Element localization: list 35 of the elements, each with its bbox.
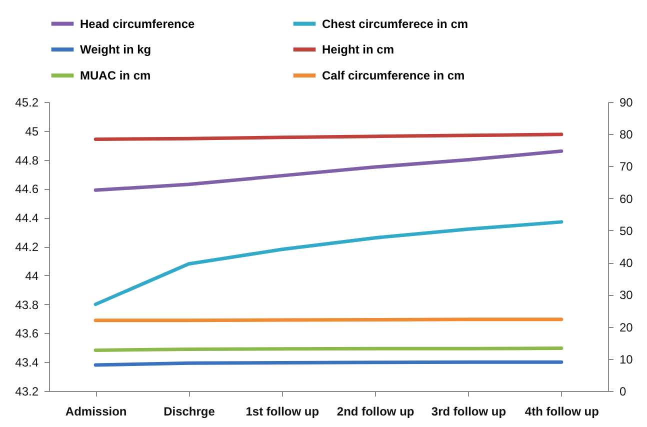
line-series	[94, 149, 564, 192]
legend-label: Weight in kg	[80, 42, 152, 56]
legend-label: MUAC in cm	[80, 68, 151, 82]
y2-tick-label: 0	[620, 384, 626, 398]
y-tick-label: 43.6	[15, 326, 39, 341]
x-tick-label: 2nd follow up	[336, 404, 414, 418]
line-series	[94, 220, 564, 306]
legend-label: Calf circumference in cm	[322, 68, 465, 82]
y2-tick-label: 10	[620, 352, 634, 366]
y-tick-label: 45	[25, 124, 39, 138]
legend-label: Chest circumferece in cm	[322, 16, 468, 31]
y2-tick-label: 20	[620, 320, 634, 334]
legend-label: Head circumference	[80, 16, 196, 31]
x-tick-label: 4th follow up	[524, 404, 599, 418]
y-tick-label: 43.4	[15, 356, 39, 370]
y-tick-label: 43.8	[15, 298, 39, 312]
y-tick-label: 44.8	[15, 153, 39, 168]
y-tick-label: 44.6	[15, 182, 39, 196]
x-tick-label: 1st follow up	[246, 404, 320, 418]
y-tick-label: 44	[25, 268, 39, 283]
y-tick-label: 45.2	[15, 96, 39, 110]
y-tick-label: 43.2	[15, 384, 39, 398]
x-tick-label: Dischrge	[164, 404, 216, 418]
x-tick-label: Admission	[65, 404, 127, 418]
y2-tick-label: 90	[620, 96, 634, 110]
y2-tick-label: 30	[620, 288, 634, 302]
y-tick-label: 44.4	[15, 211, 39, 226]
y2-tick-label: 80	[620, 128, 634, 142]
y2-tick-label: 70	[620, 160, 634, 174]
y2-tick-label: 50	[620, 224, 634, 238]
x-tick-label: 3rd follow up	[431, 404, 506, 418]
y-tick-label: 44.2	[15, 240, 39, 254]
legend-label: Height in cm	[322, 42, 394, 56]
y2-tick-label: 60	[620, 192, 634, 206]
y2-tick-label: 40	[620, 256, 634, 270]
